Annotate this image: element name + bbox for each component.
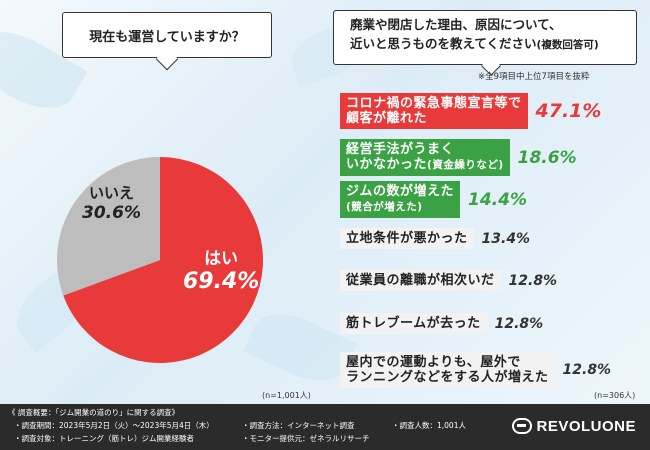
reason-label-line2: ランニングなどをする人が増えた	[346, 370, 549, 385]
reason-label: 屋内での運動よりも、屋外で ランニングなどをする人が増えた	[340, 352, 555, 388]
footer-period: ・調査期間：2023年5月2日（火）〜2023年5月4日（木）	[14, 421, 214, 430]
reason-value: 18.6%	[517, 147, 577, 168]
left-sample-size: (n=1,001人)	[262, 391, 311, 400]
brand-logo: REVOLUONE	[512, 418, 636, 434]
reason-label-line2: (競合が増えた)	[346, 199, 454, 215]
reason-label-line1: 経営手法がうまく	[346, 142, 455, 157]
reason-value: 47.1%	[535, 100, 602, 122]
logo-text: REVOLUONE	[536, 417, 636, 435]
reason-label-line1: 屋内での運動よりも、屋外で	[346, 355, 521, 370]
pie-label-yes-text: はい	[204, 249, 239, 269]
reason-value: 12.8%	[562, 362, 612, 378]
pie-slice-yes	[63, 157, 263, 363]
reason-label-sub: (資金繰りなど)	[427, 159, 504, 171]
pie-chart	[56, 157, 263, 363]
reason-value: 12.8%	[494, 315, 544, 332]
footer-method: ・調査方法：インターネット調査	[242, 421, 355, 430]
reason-label-line1: 従業員の離職が相次いだ	[346, 273, 495, 288]
pie-label-no: いいえ 30.6%	[82, 182, 141, 223]
right-sample-size: (n=306人)	[594, 391, 636, 400]
reason-value: 13.4%	[481, 230, 531, 247]
pie-slice-no	[56, 157, 161, 296]
reason-bar: 立地条件が悪かった 13.4%	[340, 228, 530, 249]
reason-value: 14.4%	[468, 189, 527, 210]
right-question-line2: 近いと思うものを教えてください(複数回答可)	[350, 34, 636, 55]
reason-label: 筋トレブームが去った	[340, 313, 487, 334]
footer-count: ・調査人数：1,001人	[392, 421, 466, 430]
reason-bar: ジムの数が増えた (競合が増えた) 14.4%	[340, 181, 527, 218]
reason-label-line2-text: いかなかった	[346, 157, 428, 172]
reason-bar: 屋内での運動よりも、屋外で ランニングなどをする人が増えた 12.8%	[340, 352, 611, 388]
reason-label: ジムの数が増えた (競合が増えた)	[340, 181, 461, 218]
reason-bar: 筋トレブームが去った 12.8%	[340, 313, 543, 334]
reason-label-line1: 立地条件が悪かった	[346, 231, 468, 246]
reason-label-line2-text: ランニングなどをする人が増えた	[346, 370, 549, 385]
reason-label: 立地条件が悪かった	[340, 228, 474, 249]
pie-label-yes-value: 69.4%	[183, 269, 260, 294]
reason-label-sub: (競合が増えた)	[346, 201, 423, 213]
reason-label-line1: ジムの数が増えた	[346, 184, 455, 199]
reason-label-line2: 顧客が離れた	[346, 111, 522, 126]
left-question-box: 現在も運営していますか？	[62, 12, 272, 71]
right-question-line1: 廃業や閉店した理由、原因について、	[350, 17, 562, 32]
right-question-line2-text: 近いと思うものを教えてください	[350, 36, 537, 51]
reason-label-line1: 筋トレブームが去った	[346, 316, 481, 331]
reason-label: 経営手法がうまく いかなかった(資金繰りなど)	[340, 139, 510, 176]
reason-value: 12.8%	[508, 272, 558, 289]
footer-title: 《 調査概要：「ジム開業の道のり」に関する調査》	[8, 408, 180, 417]
reason-bar: 従業員の離職が相次いだ 12.8%	[340, 270, 557, 291]
reason-label-line2-text: 顧客が離れた	[346, 111, 428, 126]
logo-mark-icon	[512, 418, 533, 434]
right-question-suffix: (複数回答可)	[536, 39, 599, 51]
left-question-text: 現在も運営していますか？	[89, 29, 245, 45]
footer-provider: ・モニター提供元：ゼネラルリサーチ	[242, 434, 370, 443]
pie-label-no-text: いいえ	[88, 184, 134, 202]
pie-label-no-value: 30.6%	[82, 203, 141, 223]
right-question-box: 廃業や閉店した理由、原因について、 近いと思うものを教えてください(複数回答可)	[333, 10, 637, 76]
reason-label-line1: コロナ禍の緊急事態宣言等で	[346, 96, 522, 111]
reason-bar: 経営手法がうまく いかなかった(資金繰りなど) 18.6%	[340, 139, 577, 176]
reason-label-line2: いかなかった(資金繰りなど)	[346, 157, 504, 173]
pie-label-yes: はい 69.4%	[183, 244, 259, 294]
reason-label: 従業員の離職が相次いだ	[340, 270, 501, 291]
footer-target: ・調査対象：トレーニング（筋トレ）ジム開業経験者	[14, 434, 194, 443]
reason-bar: コロナ禍の緊急事態宣言等で 顧客が離れた 47.1%	[340, 93, 601, 129]
reason-label: コロナ禍の緊急事態宣言等で 顧客が離れた	[340, 93, 528, 129]
note-text: ※全9項目中上位7項目を抜粋	[478, 72, 590, 82]
footer: 《 調査概要：「ジム開業の道のり」に関する調査》 ・調査期間：2023年5月2日…	[0, 404, 650, 450]
